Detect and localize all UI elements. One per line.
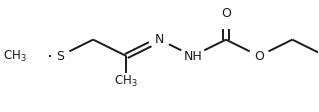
Text: O: O xyxy=(254,50,264,62)
Text: CH$_3$: CH$_3$ xyxy=(3,48,27,64)
Text: S: S xyxy=(56,50,64,62)
Text: N: N xyxy=(155,33,164,46)
Text: CH$_3$: CH$_3$ xyxy=(115,74,138,89)
Text: NH: NH xyxy=(183,50,202,62)
Text: O: O xyxy=(221,7,231,20)
